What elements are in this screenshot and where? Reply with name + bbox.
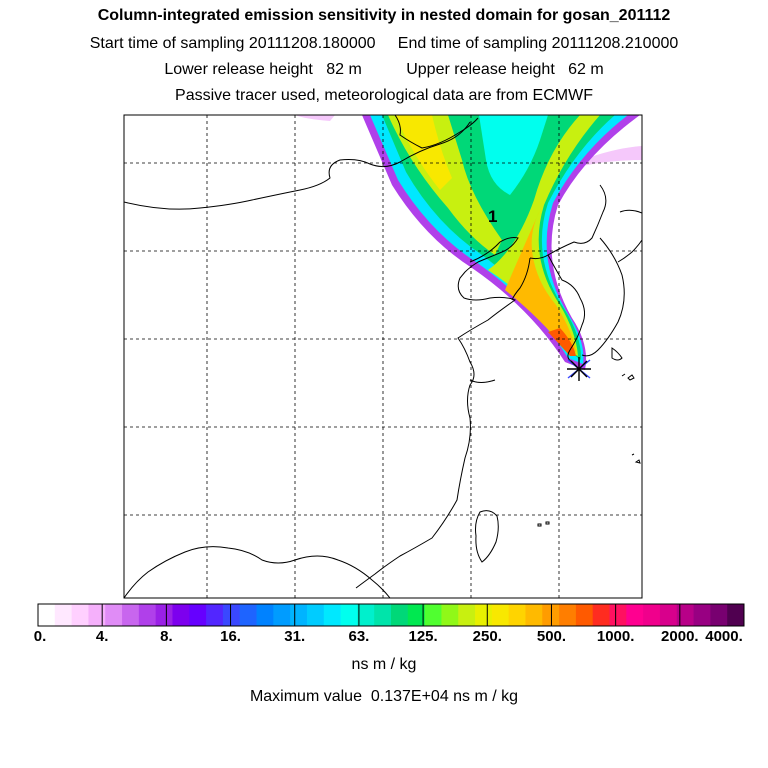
colorbar-swatch <box>475 604 493 626</box>
colorbar-swatch <box>727 604 745 626</box>
graticule <box>124 115 642 598</box>
colorbar-tick-label: 2000. <box>661 628 699 645</box>
colorbar-tick-label: 63. <box>348 628 370 645</box>
plume-orange-core <box>505 210 576 352</box>
border-south-west <box>124 546 391 598</box>
coast-taiwan <box>475 510 499 563</box>
colorbar-swatch <box>38 604 56 626</box>
coast-islands <box>537 373 641 527</box>
colorbar-swatch <box>643 604 661 626</box>
border-mongolia-south <box>124 121 471 210</box>
map-frame <box>123 114 643 599</box>
colorbar-frame <box>37 603 745 627</box>
colorbar-tick-label: 8. <box>160 628 173 645</box>
colorbar-swatch <box>340 604 358 626</box>
colorbar-tick-label: 16. <box>220 628 241 645</box>
china-east-coast <box>355 237 519 589</box>
receptor-site-marker <box>567 357 591 381</box>
colorbar-swatch <box>122 604 140 626</box>
colorbar-swatch <box>155 604 173 626</box>
coastlines <box>124 115 642 598</box>
colorbar-swatch <box>374 604 392 626</box>
plume-western-branch-core <box>395 115 452 190</box>
colorbar-swatch <box>458 604 476 626</box>
colorbar-swatch <box>138 604 157 626</box>
map-title: Column-integrated emission sensitivity i… <box>97 7 671 24</box>
colorbar-swatch <box>491 604 510 626</box>
colorbar-swatch <box>626 604 644 626</box>
colorbar-tick-label: 0. <box>33 628 47 645</box>
colorbar-swatch <box>441 604 459 626</box>
colorbar-swatch <box>559 604 577 626</box>
colorbar-swatch <box>407 604 426 626</box>
colorbar-swatch <box>542 604 560 626</box>
colorbar-swatch <box>391 604 409 626</box>
colorbar-swatch <box>659 604 678 626</box>
colorbar-swatch <box>239 604 257 626</box>
colorbar-unit: ns m / kg <box>351 656 417 673</box>
colorbar-swatch <box>508 604 526 626</box>
colorbar-swatch <box>105 604 123 626</box>
colorbar-swatch <box>592 604 610 626</box>
coast-liaodong <box>511 257 531 301</box>
plume-pale-patch <box>582 146 642 166</box>
colorbar-swatch <box>172 604 190 626</box>
map-area: 1 <box>124 115 642 598</box>
colorbar-swatch <box>525 604 543 626</box>
coast-korea-west <box>547 254 586 363</box>
colorbar-swatch <box>256 604 274 626</box>
coast-russia <box>619 209 642 214</box>
colorbar-tick-label: 4. <box>95 628 109 645</box>
colorbar-swatch <box>710 604 728 626</box>
plume-pale-patch <box>295 115 335 121</box>
colorbar-swatch <box>575 604 594 626</box>
maximum-value-line: Maximum value 0.137E+04 ns m / kg <box>249 688 519 705</box>
colorbar-swatch <box>693 604 711 626</box>
colorbar-swatch <box>88 604 106 626</box>
colorbar-tick-label: 31. <box>284 628 306 645</box>
colorbar-swatch <box>54 604 73 626</box>
colorbar-swatch <box>306 604 325 626</box>
coast-tsushima <box>611 347 623 361</box>
coast-korea-east <box>581 237 625 357</box>
release-height-line: Lower release height 82 m Upper release … <box>164 61 604 78</box>
colorbar-swatch <box>273 604 291 626</box>
colorbar-swatch <box>290 604 308 626</box>
tracer-line: Passive tracer used, meteorological data… <box>175 87 593 104</box>
emission-sensitivity-plume <box>295 115 642 370</box>
colorbar-tick-label: 250. <box>472 628 502 645</box>
colorbar-swatch <box>71 604 89 626</box>
coast-hangzhou-bay <box>469 379 496 383</box>
colorbar <box>37 604 745 626</box>
colorbar-swatch <box>676 604 694 626</box>
colorbar-swatch <box>609 604 627 626</box>
plume-cyan-core <box>479 115 548 195</box>
plume-age-label: 1 <box>488 207 497 226</box>
sampling-time-line: Start time of sampling 20111208.180000 E… <box>89 35 679 52</box>
colorbar-tick-label: 1000. <box>596 628 635 645</box>
colorbar-tick-label: 4000. <box>705 628 743 645</box>
border-china-korea <box>529 184 607 260</box>
colorbar-swatch <box>323 604 341 626</box>
colorbar-swatch <box>424 604 442 626</box>
colorbar-swatch <box>357 604 375 626</box>
colorbar-tick-label: 125. <box>408 628 438 645</box>
colorbar-tick-label: 500. <box>536 628 567 645</box>
colorbar-swatch <box>189 604 207 626</box>
plume-red-core <box>548 328 576 356</box>
colorbar-swatch <box>206 604 224 626</box>
coast-japan-sea <box>617 239 642 263</box>
border-mongolia-east <box>394 115 479 149</box>
colorbar-swatch <box>222 604 241 626</box>
